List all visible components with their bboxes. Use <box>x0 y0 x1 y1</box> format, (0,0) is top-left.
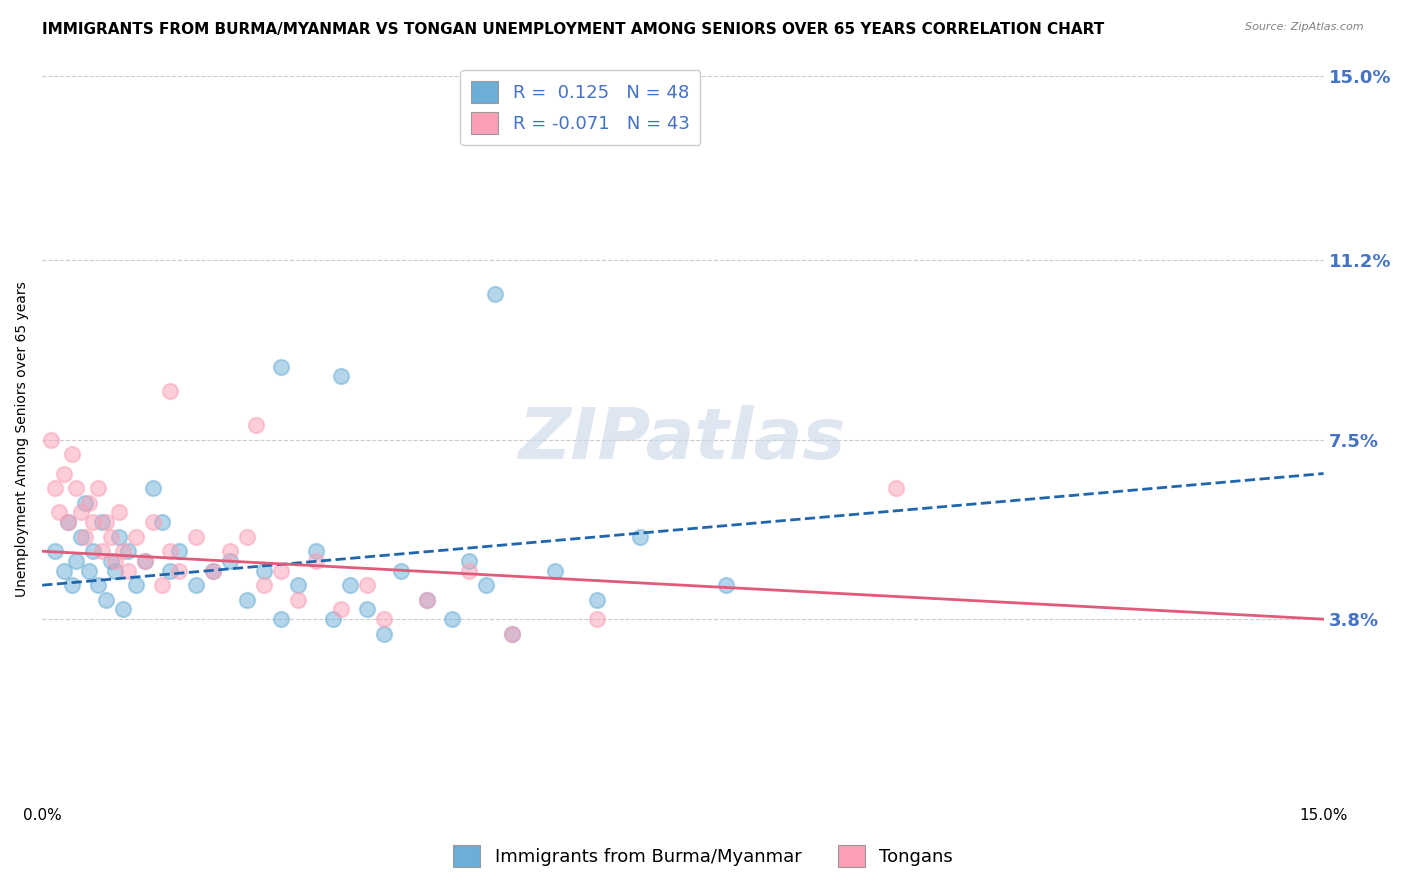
Point <box>270 564 292 578</box>
Point <box>104 554 127 568</box>
Point <box>586 612 609 626</box>
Point <box>586 592 609 607</box>
Point <box>108 505 131 519</box>
Point <box>150 578 173 592</box>
Point <box>458 554 481 568</box>
Point <box>356 578 378 592</box>
Point <box>330 602 353 616</box>
Point <box>48 505 70 519</box>
Point <box>441 612 464 626</box>
Point <box>134 554 156 568</box>
Point <box>628 530 651 544</box>
Point <box>389 564 412 578</box>
Point <box>167 544 190 558</box>
Point <box>373 612 395 626</box>
Point <box>96 592 118 607</box>
Point <box>69 505 91 519</box>
Point <box>544 564 567 578</box>
Point <box>52 564 75 578</box>
Point <box>65 481 87 495</box>
Point <box>134 554 156 568</box>
Point <box>484 287 506 301</box>
Point <box>159 564 181 578</box>
Legend: Immigrants from Burma/Myanmar, Tongans: Immigrants from Burma/Myanmar, Tongans <box>446 838 960 874</box>
Point <box>39 433 62 447</box>
Point <box>356 602 378 616</box>
Point <box>65 554 87 568</box>
Point <box>117 564 139 578</box>
Point <box>304 544 326 558</box>
Point <box>202 564 225 578</box>
Point <box>253 578 276 592</box>
Point <box>150 515 173 529</box>
Point <box>112 602 135 616</box>
Point <box>73 496 96 510</box>
Point <box>219 544 242 558</box>
Point <box>236 592 259 607</box>
Point <box>167 564 190 578</box>
Y-axis label: Unemployment Among Seniors over 65 years: Unemployment Among Seniors over 65 years <box>15 282 30 598</box>
Point <box>87 578 110 592</box>
Point <box>52 467 75 481</box>
Point <box>714 578 737 592</box>
Point <box>159 384 181 398</box>
Point <box>125 578 148 592</box>
Point <box>330 369 353 384</box>
Point <box>202 564 225 578</box>
Point <box>219 554 242 568</box>
Point <box>82 544 104 558</box>
Point <box>322 612 344 626</box>
Point <box>77 564 100 578</box>
Point <box>60 578 83 592</box>
Point <box>44 544 66 558</box>
Point <box>245 417 267 432</box>
Text: IMMIGRANTS FROM BURMA/MYANMAR VS TONGAN UNEMPLOYMENT AMONG SENIORS OVER 65 YEARS: IMMIGRANTS FROM BURMA/MYANMAR VS TONGAN … <box>42 22 1105 37</box>
Point <box>142 481 165 495</box>
Point <box>60 447 83 461</box>
Point <box>104 564 127 578</box>
Point <box>69 530 91 544</box>
Point <box>304 554 326 568</box>
Text: Source: ZipAtlas.com: Source: ZipAtlas.com <box>1246 22 1364 32</box>
Point <box>253 564 276 578</box>
Point <box>184 530 207 544</box>
Point <box>373 626 395 640</box>
Point <box>108 530 131 544</box>
Point <box>112 544 135 558</box>
Point <box>415 592 437 607</box>
Point <box>184 578 207 592</box>
Point <box>56 515 79 529</box>
Point <box>886 481 908 495</box>
Legend: R =  0.125   N = 48, R = -0.071   N = 43: R = 0.125 N = 48, R = -0.071 N = 43 <box>460 70 700 145</box>
Point <box>159 544 181 558</box>
Point <box>100 554 122 568</box>
Point <box>270 359 292 374</box>
Point <box>501 626 523 640</box>
Point <box>142 515 165 529</box>
Point <box>82 515 104 529</box>
Point <box>339 578 361 592</box>
Point <box>77 496 100 510</box>
Point <box>91 515 114 529</box>
Point <box>56 515 79 529</box>
Point <box>87 481 110 495</box>
Point <box>117 544 139 558</box>
Point <box>287 592 309 607</box>
Text: ZIPatlas: ZIPatlas <box>519 405 846 474</box>
Point <box>415 592 437 607</box>
Point <box>100 530 122 544</box>
Point <box>475 578 498 592</box>
Point <box>236 530 259 544</box>
Point <box>458 564 481 578</box>
Point <box>287 578 309 592</box>
Point <box>270 612 292 626</box>
Point <box>73 530 96 544</box>
Point <box>501 626 523 640</box>
Point <box>44 481 66 495</box>
Point <box>125 530 148 544</box>
Point <box>91 544 114 558</box>
Point <box>96 515 118 529</box>
